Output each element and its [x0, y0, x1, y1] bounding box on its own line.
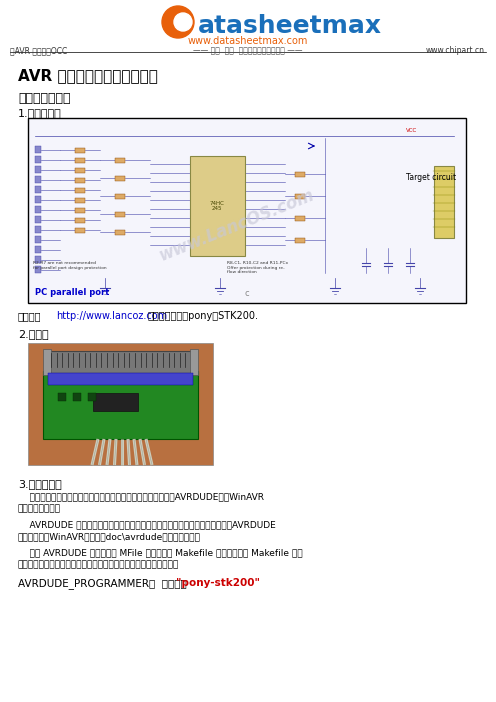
Text: VCC: VCC	[406, 128, 417, 133]
Bar	[75, 208, 85, 213]
Bar	[35, 146, 41, 153]
Text: 本图源自: 本图源自	[18, 311, 42, 321]
Bar	[43, 371, 198, 439]
Text: c: c	[245, 289, 249, 298]
Text: 2.实物图: 2.实物图	[18, 329, 49, 339]
Bar	[295, 194, 305, 199]
Text: 可用于此下载线的上位机软件很多，下面先介绍一下如何使用AVRDUDE这个WinAVR: 可用于此下载线的上位机软件很多，下面先介绍一下如何使用AVRDUDE这个WinA…	[18, 492, 264, 501]
Circle shape	[174, 13, 192, 31]
Text: 使用 AVRDUDE 程序前要对 MFile 生成的标准 Makefile 配置一下。在 Makefile 中如: 使用 AVRDUDE 程序前要对 MFile 生成的标准 Makefile 配置…	[18, 548, 303, 557]
Bar	[190, 156, 245, 256]
Bar	[190, 349, 198, 375]
Bar	[35, 216, 41, 223]
Bar	[115, 194, 125, 199]
Text: AVRDUDE_PROGRAMMER：  要设置为: AVRDUDE_PROGRAMMER： 要设置为	[18, 578, 193, 589]
Bar	[48, 351, 193, 373]
Text: Target circuit: Target circuit	[406, 173, 456, 182]
Bar	[73, 393, 81, 401]
Text: atasheetmax: atasheetmax	[198, 14, 382, 38]
Bar	[35, 246, 41, 253]
Bar	[295, 237, 305, 242]
Bar	[35, 166, 41, 173]
Bar	[35, 186, 41, 193]
Bar	[58, 393, 66, 401]
Bar	[43, 349, 51, 375]
Bar	[75, 147, 85, 152]
Text: 1.电路原理图: 1.电路原理图	[18, 108, 62, 118]
Bar	[35, 196, 41, 203]
Bar	[93, 393, 138, 411]
Text: —— 全面  快速  免费的数据表查询服务 ——: —— 全面 快速 免费的数据表查询服务 ——	[193, 46, 303, 55]
Text: R2-R7 are not recommended
for parallel port design protection: R2-R7 are not recommended for parallel p…	[33, 261, 107, 270]
Text: 内带的编程软件。: 内带的编程软件。	[18, 504, 61, 513]
Bar	[75, 178, 85, 183]
Bar	[295, 171, 305, 176]
Bar	[88, 393, 96, 401]
Bar	[115, 157, 125, 162]
Bar	[35, 256, 41, 263]
Bar	[35, 156, 41, 163]
Text: 一．并行下载线: 一．并行下载线	[18, 92, 70, 105]
Bar	[115, 211, 125, 216]
Bar	[75, 197, 85, 202]
Text: 《AVR 单片机》OCC: 《AVR 单片机》OCC	[10, 46, 67, 55]
Text: www.LancOS.com: www.LancOS.com	[157, 185, 317, 265]
Bar	[35, 176, 41, 183]
Bar	[115, 176, 125, 180]
Bar	[35, 266, 41, 273]
Text: 下设置用于下载程序。在这段脚本里要正确设置编程器和接口选项：: 下设置用于下载程序。在这段脚本里要正确设置编程器和接口选项：	[18, 560, 179, 569]
Text: 的说明请参考WinAVR安装目录doc\avrdude中的说明文件。: 的说明请参考WinAVR安装目录doc\avrdude中的说明文件。	[18, 532, 201, 541]
Text: AVR 单片机下载线制作与应用: AVR 单片机下载线制作与应用	[18, 68, 158, 83]
Text: PC parallel port: PC parallel port	[35, 288, 110, 297]
Bar	[295, 216, 305, 220]
Bar	[75, 227, 85, 232]
Bar	[434, 166, 454, 238]
Bar	[75, 157, 85, 162]
Circle shape	[162, 6, 194, 38]
Text: 3.上位机软件: 3.上位机软件	[18, 479, 62, 489]
Bar	[75, 218, 85, 223]
Text: R8-C1, R10-C2 and R11-PCx
Offer protection during re-
flow direction: R8-C1, R10-C2 and R11-PCx Offer protecti…	[227, 261, 288, 274]
Text: ，本下载器也称pony版STK200.: ，本下载器也称pony版STK200.	[148, 311, 259, 321]
Bar	[75, 168, 85, 173]
Text: 74HC
245: 74HC 245	[210, 201, 224, 211]
Bar	[48, 373, 193, 385]
Bar	[35, 206, 41, 213]
Bar	[75, 187, 85, 192]
Bar	[115, 230, 125, 234]
Text: http://www.lancoz.com: http://www.lancoz.com	[56, 311, 167, 321]
Text: www.chipart.cn: www.chipart.cn	[426, 46, 485, 55]
Text: "pony-stk200": "pony-stk200"	[176, 578, 260, 588]
Text: AVRDUDE 是个命令行编程软件，所有的操作都通过命令行终端来实现。关于AVRDUDE: AVRDUDE 是个命令行编程软件，所有的操作都通过命令行终端来实现。关于AVR…	[18, 520, 276, 529]
Bar	[28, 343, 213, 465]
Text: www.datasheetmax.com: www.datasheetmax.com	[188, 36, 308, 46]
Bar	[35, 236, 41, 243]
Bar	[35, 226, 41, 233]
Bar	[28, 118, 466, 303]
